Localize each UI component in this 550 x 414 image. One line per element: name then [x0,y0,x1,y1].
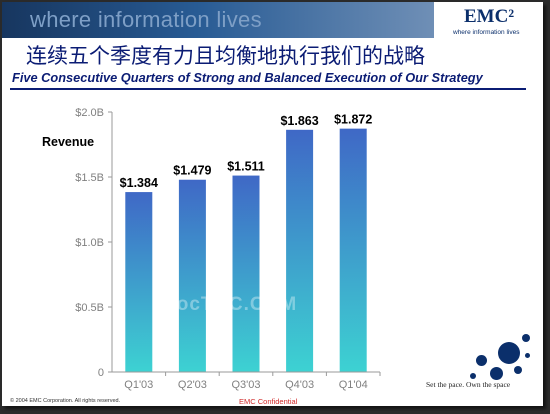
confidential-label: EMC Confidential [239,397,298,406]
bar [178,179,206,372]
bar [125,192,153,372]
y-tick-label: $1.5B [75,172,104,184]
watermark: DocTOC.COM [162,294,298,315]
bar-value-label: $1.872 [334,113,372,127]
revenue-bar-chart: 0 $0.5B $1.0B $1.5B $2.0B $1.384 $1.479 $1.511… [42,107,381,391]
bar-value-label: $1.511 [227,160,265,174]
logo-tagline: where information lives [453,29,520,36]
bar-value-label: $1.863 [280,114,318,128]
slide-subtitle: Five Consecutive Quarters of Strong and … [12,70,483,85]
copyright-text: © 2004 EMC Corporation. All rights reser… [10,398,121,404]
header-banner: where information lives [2,2,434,38]
bar [339,128,367,372]
y-tick-label: $2.0B [75,107,104,119]
x-tick-label: Q3'03 [231,379,260,391]
bar [286,129,314,372]
slide: where information lives EMC² where infor… [2,2,543,406]
bar-value-label: $1.384 [120,176,158,190]
banner-tagline: where information lives [30,7,262,32]
bar [232,175,260,372]
x-tick-label: Q1'04 [339,379,368,391]
slide-title-chinese: 连续五个季度有力且均衡地执行我们的战略 [26,44,425,68]
y-tick-label: $0.5B [75,302,104,314]
logo-area [434,2,543,38]
x-tick-label: Q4'03 [285,379,314,391]
title-divider [10,88,526,90]
bar-value-label: $1.479 [173,164,211,178]
x-tick-label: Q1'03 [124,379,153,391]
emc-logo: EMC² [464,6,515,27]
y-tick-label: 0 [98,367,104,379]
y-tick-label: $1.0B [75,237,104,249]
pace-tagline: Set the pace. Own the space [426,380,511,389]
x-tick-label: Q2'03 [178,379,207,391]
y-axis-label: Revenue [42,135,94,149]
